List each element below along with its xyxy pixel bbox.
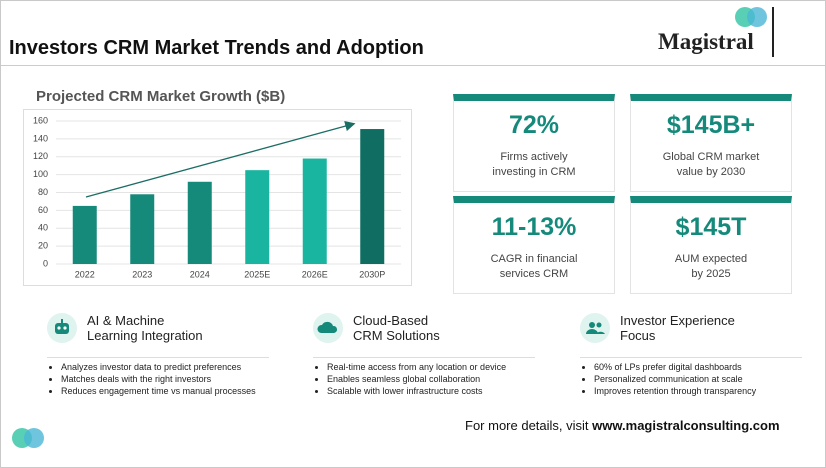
logo: Magistral: [658, 29, 754, 54]
divider: [1, 65, 825, 66]
line: AI & Machine: [87, 313, 165, 328]
stat-card: $145T AUM expected by 2025: [630, 196, 792, 294]
line: services CRM: [499, 268, 569, 280]
stat-label: AUM expected by 2025: [631, 252, 791, 282]
stat-value: 72%: [508, 111, 560, 139]
footer: For more details, visit www.magistralcon…: [465, 418, 780, 433]
bullets: 60% of LPs prefer digital dashboardsPers…: [580, 361, 756, 397]
line: by 2025: [691, 268, 731, 280]
line: value by 2030: [676, 166, 746, 178]
y-tick-label: 100: [33, 169, 48, 179]
y-tick-label: 120: [33, 151, 48, 161]
line: Cloud-Based: [353, 313, 429, 328]
bar: [72, 205, 97, 264]
bullets: Real-time access from any location or de…: [313, 361, 506, 397]
y-tick-label: 0: [43, 258, 48, 268]
line: Learning Integration: [87, 328, 203, 343]
stat-label: Firms actively investing in CRM: [454, 150, 614, 180]
trend-arrow: [85, 121, 356, 198]
bullet: Matches deals with the right investors: [61, 373, 256, 385]
bullet: Personalized communication at scale: [594, 373, 756, 385]
line: CRM Solutions: [353, 328, 440, 343]
section-heading: Investor Experience Focus: [620, 313, 735, 343]
bullet: Analyzes investor data to predict prefer…: [61, 361, 256, 373]
y-tick-label: 40: [38, 223, 48, 233]
bar: [130, 194, 155, 264]
section-heading: AI & Machine Learning Integration: [87, 313, 203, 343]
x-tick-label: 2022: [75, 269, 95, 279]
line: AUM expected: [674, 253, 748, 265]
y-tick-label: 80: [38, 187, 48, 197]
bar: [302, 158, 327, 264]
decor: [12, 428, 44, 448]
line: CAGR in financial: [490, 253, 578, 265]
bullet: Reduces engagement time vs manual proces…: [61, 385, 256, 397]
stat-label: Global CRM market value by 2030: [631, 150, 791, 180]
footer-link: www.magistralconsulting.com: [592, 418, 780, 433]
x-tick-label: 2023: [132, 269, 152, 279]
bar: [245, 170, 270, 264]
icon: [313, 313, 343, 343]
line: Focus: [620, 328, 656, 343]
x-tick-label: 2024: [190, 269, 210, 279]
logo-bar: [772, 7, 774, 57]
y-tick-label: 160: [33, 115, 48, 125]
stat-value: $145T: [675, 213, 747, 241]
chart-title: Projected CRM Market Growth ($B): [36, 88, 286, 105]
bullet: 60% of LPs prefer digital dashboards: [594, 361, 756, 373]
logo-mark: [735, 7, 767, 27]
line: investing in CRM: [492, 166, 576, 178]
page-title: Investors CRM Market Trends and Adoption: [9, 37, 424, 59]
stat-card: 11-13% CAGR in financial services CRM: [453, 196, 615, 294]
y-tick-label: 60: [38, 205, 48, 215]
rule: [47, 357, 269, 358]
bar: [360, 129, 385, 264]
stat-label: CAGR in financial services CRM: [454, 252, 614, 282]
bullet: Real-time access from any location or de…: [327, 361, 506, 373]
bar: [187, 181, 212, 264]
footer-text: For more details, visit: [465, 418, 589, 433]
bullets: Analyzes investor data to predict prefer…: [47, 361, 256, 397]
bullet: Improves retention through transparency: [594, 385, 756, 397]
section-heading: Cloud-Based CRM Solutions: [353, 313, 440, 343]
chart-frame: [23, 109, 412, 286]
bullet: Enables seamless global collaboration: [327, 373, 506, 385]
y-tick-label: 20: [38, 241, 48, 251]
line: Global CRM market: [662, 151, 760, 163]
x-tick-label: 2026E: [302, 269, 328, 279]
icon: [580, 313, 610, 343]
line: Investor Experience: [620, 313, 735, 328]
bullet: Scalable with lower infrastructure costs: [327, 385, 506, 397]
stat-card: 72% Firms actively investing in CRM: [453, 94, 615, 192]
line: Firms actively: [500, 151, 568, 163]
icon: [47, 313, 77, 343]
x-tick-label: 2030P: [359, 269, 385, 279]
stat-value: $145B+: [666, 111, 756, 139]
rule: [313, 357, 535, 358]
stat-value: 11-13%: [491, 213, 577, 241]
y-tick-label: 140: [33, 133, 48, 143]
chart: 0 20 40 60 80 100 120 140 160 2022 2023 2024 2025E 20…: [23, 109, 412, 286]
x-tick-label: 2025E: [244, 269, 270, 279]
rule: [580, 357, 802, 358]
stat-card: $145B+ Global CRM market value by 2030: [630, 94, 792, 192]
